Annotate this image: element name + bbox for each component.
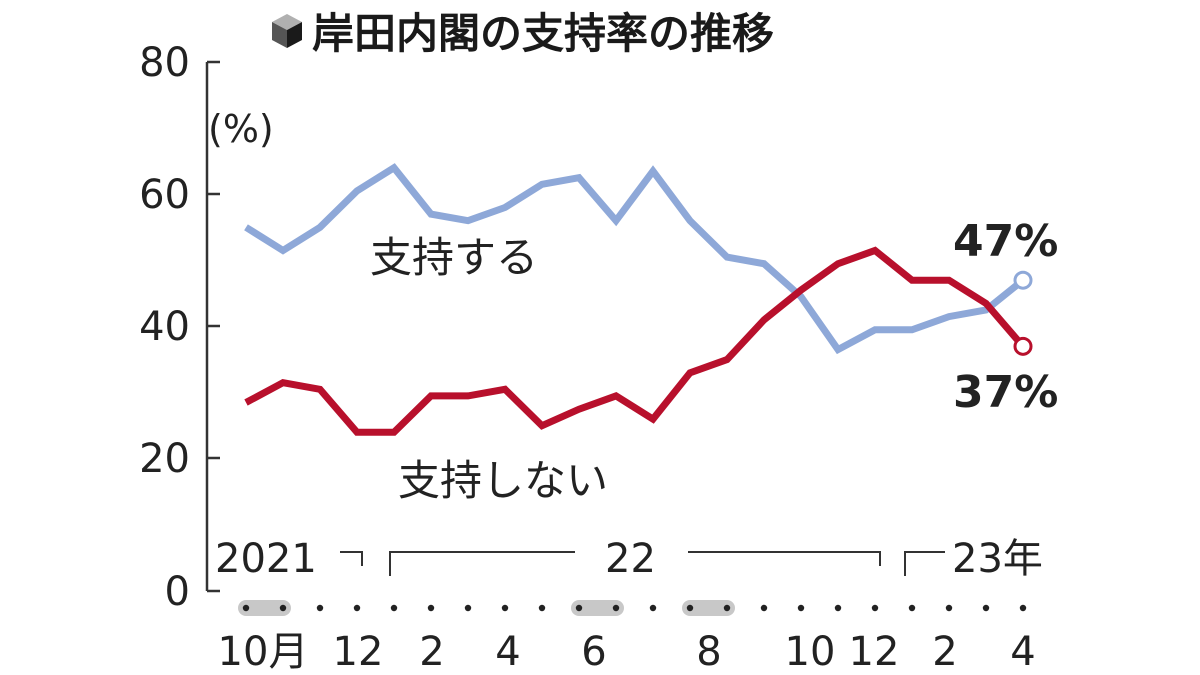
month-dot: [279, 604, 287, 612]
end-label-disapprove: 37%: [953, 367, 1058, 418]
month-highlights: [238, 600, 735, 616]
y-axis-labels: 80 60 40 20 0: [139, 40, 190, 615]
month-dot: [834, 604, 842, 612]
x-tick-label-oct-2022: 10: [785, 629, 836, 675]
month-dot: [723, 604, 731, 612]
x-tick-label-jun-2022: 6: [581, 629, 606, 675]
month-dot: [575, 604, 583, 612]
end-label-approve: 47%: [953, 216, 1058, 267]
month-dot: [427, 604, 435, 612]
x-tick-label-dec-2022: 12: [849, 629, 900, 675]
month-dot: [538, 604, 546, 612]
year-label-23: 23年: [952, 536, 1043, 582]
series-lines: [244, 163, 1033, 436]
month-dot: [501, 604, 509, 612]
month-dot: [649, 604, 657, 612]
x-tick-label-aug-2022: 8: [696, 629, 721, 675]
x-tick-label-feb-2022: 2: [419, 629, 444, 675]
series-label-approve: 支持する: [370, 233, 538, 282]
x-tick-label-apr-2022: 4: [495, 629, 520, 675]
month-dot: [908, 604, 916, 612]
month-dot: [353, 604, 361, 612]
year-label-22: 22: [605, 536, 656, 582]
month-dot: [982, 604, 990, 612]
y-tick-label-60: 60: [139, 172, 190, 218]
month-dot: [1019, 604, 1027, 612]
chart-title-group: 岸田内閣の支持率の推移: [272, 9, 774, 58]
month-dot: [612, 604, 620, 612]
x-tick-label-oct-2021: 10月: [218, 629, 309, 675]
series-endpoint-approve: [1013, 270, 1033, 290]
year-label-2021: 2021: [215, 536, 317, 582]
month-dots: [242, 604, 1027, 612]
month-dot: [945, 604, 953, 612]
year-bracket-2021: [340, 551, 363, 566]
y-tick-label-20: 20: [139, 436, 190, 482]
month-highlight-10月: [238, 600, 291, 616]
y-tick-label-80: 80: [139, 40, 190, 86]
month-dot: [760, 604, 768, 612]
y-tick-label-0: 0: [165, 569, 190, 615]
month-highlight-6: [571, 600, 624, 616]
year-bracket-23: [904, 551, 945, 576]
x-tick-label-apr-2023: 4: [1010, 629, 1035, 675]
month-dot: [464, 604, 472, 612]
chart-title: 岸田内閣の支持率の推移: [312, 9, 774, 58]
x-axis-labels: 10月 12 2 4 6 8 10 12 2 4: [218, 629, 1036, 675]
month-dot: [871, 604, 879, 612]
month-dot: [390, 604, 398, 612]
year-bracket-22-left: [389, 551, 575, 576]
year-bracket-22-right: [688, 551, 881, 566]
x-tick-label-feb-2023: 2: [932, 629, 957, 675]
series-endpoint-disapprove: [1013, 336, 1033, 356]
month-dot: [242, 604, 250, 612]
month-highlight-8: [682, 600, 735, 616]
x-tick-label-dec-2021: 12: [333, 629, 384, 675]
month-dot: [686, 604, 694, 612]
series-line-disapprove: [244, 246, 1026, 436]
y-unit-label: (%): [208, 107, 274, 151]
series-line-approve: [244, 163, 1026, 355]
series-label-disapprove: 支持しない: [398, 456, 608, 505]
year-axis: 2021 22 23年: [215, 536, 1043, 582]
month-dot: [797, 604, 805, 612]
cube-icon: [272, 14, 302, 48]
month-dot: [316, 604, 324, 612]
y-axis-ticks: [207, 60, 220, 593]
y-tick-label-40: 40: [139, 304, 190, 350]
